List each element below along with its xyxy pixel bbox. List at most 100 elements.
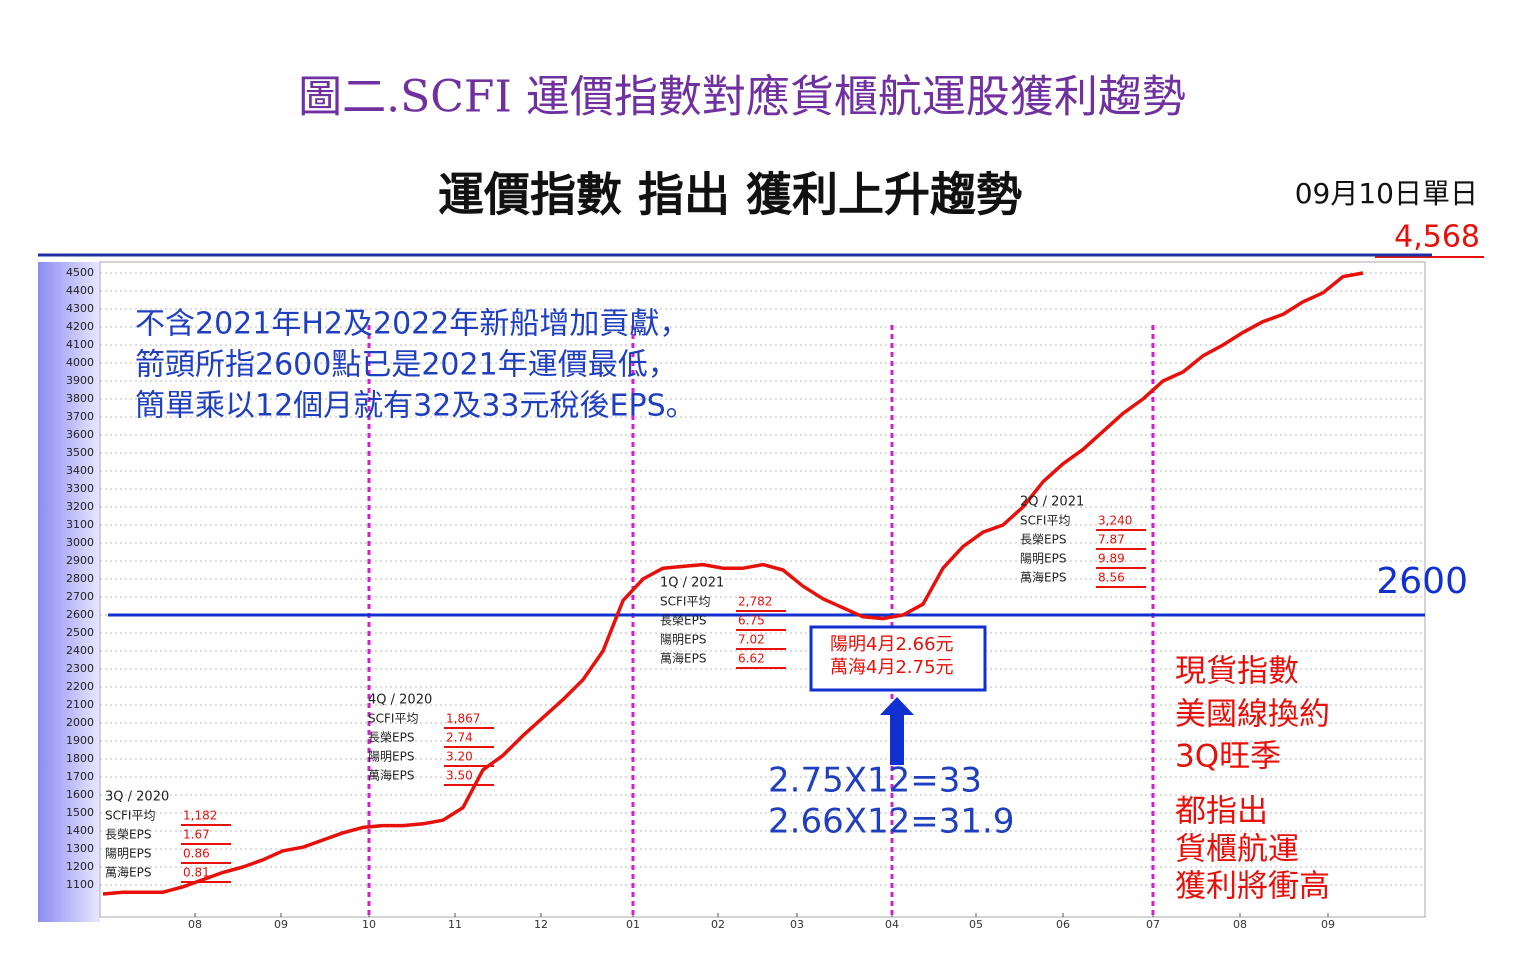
y-tick-label: 2600 xyxy=(66,608,94,621)
quarter-row-label: 陽明EPS xyxy=(105,847,151,861)
y-tick-label: 1300 xyxy=(66,842,94,855)
y-tick-label: 2700 xyxy=(66,590,94,603)
y-tick-label: 3600 xyxy=(66,428,94,441)
y-tick-label: 2500 xyxy=(66,626,94,639)
x-tick-label: 12 xyxy=(534,918,548,931)
x-tick-label: 04 xyxy=(885,918,899,931)
quarter-row-label: 陽明EPS xyxy=(660,633,706,647)
callout-line: 萬海4月2.75元 xyxy=(830,657,954,678)
x-tick-label: 11 xyxy=(448,918,462,931)
y-tick-label: 3500 xyxy=(66,446,94,459)
quarter-row-label: SCFI平均 xyxy=(368,712,418,726)
y-tick-label: 2800 xyxy=(66,572,94,585)
note-line: 簡單乘以12個月就有32及33元稅後EPS。 xyxy=(135,389,696,424)
y-tick-label: 3200 xyxy=(66,500,94,513)
quarter-row-label: 陽明EPS xyxy=(368,750,414,764)
y-tick-label: 4400 xyxy=(66,284,94,297)
side-note: 美國線換約 xyxy=(1175,697,1330,733)
quarter-row-label: 萬海EPS xyxy=(368,768,414,783)
y-tick-label: 1200 xyxy=(66,860,94,873)
side-note: 貨櫃航運 xyxy=(1175,832,1299,868)
quarter-row-value: 1,867 xyxy=(446,712,480,726)
callout-box xyxy=(809,625,987,692)
x-tick-label: 08 xyxy=(1233,918,1247,931)
quarter-title: 2Q / 2021 xyxy=(1020,495,1084,510)
quarter-row-label: SCFI平均 xyxy=(660,595,710,609)
quarter-row-label: 長榮EPS xyxy=(1020,533,1066,547)
x-tick-label: 06 xyxy=(1056,918,1070,931)
latest-value: 4,568 xyxy=(1394,220,1480,255)
plot-frame xyxy=(99,261,1426,918)
quarter-row-label: 萬海EPS xyxy=(105,865,151,880)
quarter-row-label: 萬海EPS xyxy=(660,651,706,666)
quarter-row-value: 0.81 xyxy=(183,866,210,880)
quarter-row-value: 0.86 xyxy=(183,847,210,861)
y-tick-label: 2900 xyxy=(66,554,94,567)
page-title: 圖二.SCFI 運價指數對應貨櫃航運股獲利趨勢 xyxy=(298,72,1186,123)
y-tick-label: 1500 xyxy=(66,806,94,819)
y-tick-label: 1600 xyxy=(66,788,94,801)
note-line: 箭頭所指2600點已是2021年運價最低， xyxy=(135,348,678,383)
y-tick-label: 2100 xyxy=(66,698,94,711)
quarter-row-value: 1.67 xyxy=(183,828,210,842)
quarter-row-value: 3.50 xyxy=(446,769,473,783)
y-tick-label: 3800 xyxy=(66,392,94,405)
quarter-row-value: 3.20 xyxy=(446,750,473,764)
y-tick-label: 1100 xyxy=(66,878,94,891)
y-tick-label: 2300 xyxy=(66,662,94,675)
y-tick-label: 1700 xyxy=(66,770,94,783)
y-tick-label: 2000 xyxy=(66,716,94,729)
quarter-row-label: 萬海EPS xyxy=(1020,570,1066,585)
y-tick-label: 2200 xyxy=(66,680,94,693)
date-note: 09月10日單日 xyxy=(1295,177,1478,210)
x-tick-label: 08 xyxy=(188,918,202,931)
y-tick-label: 3900 xyxy=(66,374,94,387)
equation: 2.66X12=31.9 xyxy=(768,802,1014,842)
side-note: 現貨指數 xyxy=(1175,654,1299,690)
quarter-row-value: 9.89 xyxy=(1098,552,1125,566)
y-tick-label: 1400 xyxy=(66,824,94,837)
quarter-row-value: 8.56 xyxy=(1098,571,1125,585)
y-tick-label: 3400 xyxy=(66,464,94,477)
quarter-row-value: 7.02 xyxy=(738,633,765,647)
arrow xyxy=(880,697,914,765)
quarter-row-label: 長榮EPS xyxy=(660,614,706,628)
quarter-row-label: SCFI平均 xyxy=(105,809,155,823)
axis-panel xyxy=(38,262,100,922)
reference-label: 2600 xyxy=(1376,561,1468,602)
y-tick-label: 3300 xyxy=(66,482,94,495)
quarter-row-label: 長榮EPS xyxy=(105,828,151,842)
side-note: 獲利將衝高 xyxy=(1175,869,1330,905)
subtitle: 運價指數 指出 獲利上升趨勢 xyxy=(438,168,1022,222)
y-tick-label: 3100 xyxy=(66,518,94,531)
equation: 2.75X12=33 xyxy=(768,761,982,801)
x-tick-label: 09 xyxy=(274,918,288,931)
quarter-title: 3Q / 2020 xyxy=(105,790,169,805)
note-line: 不含2021年H2及2022年新船增加貢獻， xyxy=(135,307,689,342)
quarter-row-value: 2,782 xyxy=(738,595,772,609)
y-tick-label: 1800 xyxy=(66,752,94,765)
callout-line: 陽明4月2.66元 xyxy=(830,634,954,655)
y-tick-label: 4500 xyxy=(66,266,94,279)
quarter-row-label: SCFI平均 xyxy=(1020,514,1070,528)
y-tick-label: 4200 xyxy=(66,320,94,333)
x-tick-label: 10 xyxy=(362,918,376,931)
x-tick-label: 01 xyxy=(626,918,640,931)
y-tick-label: 1900 xyxy=(66,734,94,747)
x-tick-label: 03 xyxy=(790,918,804,931)
quarter-row-value: 6.75 xyxy=(738,614,765,628)
y-tick-label: 3000 xyxy=(66,536,94,549)
quarter-row-value: 2.74 xyxy=(446,731,473,745)
quarter-row-label: 陽明EPS xyxy=(1020,552,1066,566)
quarter-row-value: 1,182 xyxy=(183,809,217,823)
quarter-row-label: 長榮EPS xyxy=(368,731,414,745)
quarter-row-value: 6.62 xyxy=(738,652,765,666)
side-note: 3Q旺季 xyxy=(1175,739,1281,775)
y-tick-label: 4000 xyxy=(66,356,94,369)
x-tick-label: 05 xyxy=(969,918,983,931)
x-tick-label: 07 xyxy=(1146,918,1160,931)
quarter-title: 4Q / 2020 xyxy=(368,693,432,708)
side-note: 都指出 xyxy=(1175,794,1268,830)
y-tick-label: 3700 xyxy=(66,410,94,423)
